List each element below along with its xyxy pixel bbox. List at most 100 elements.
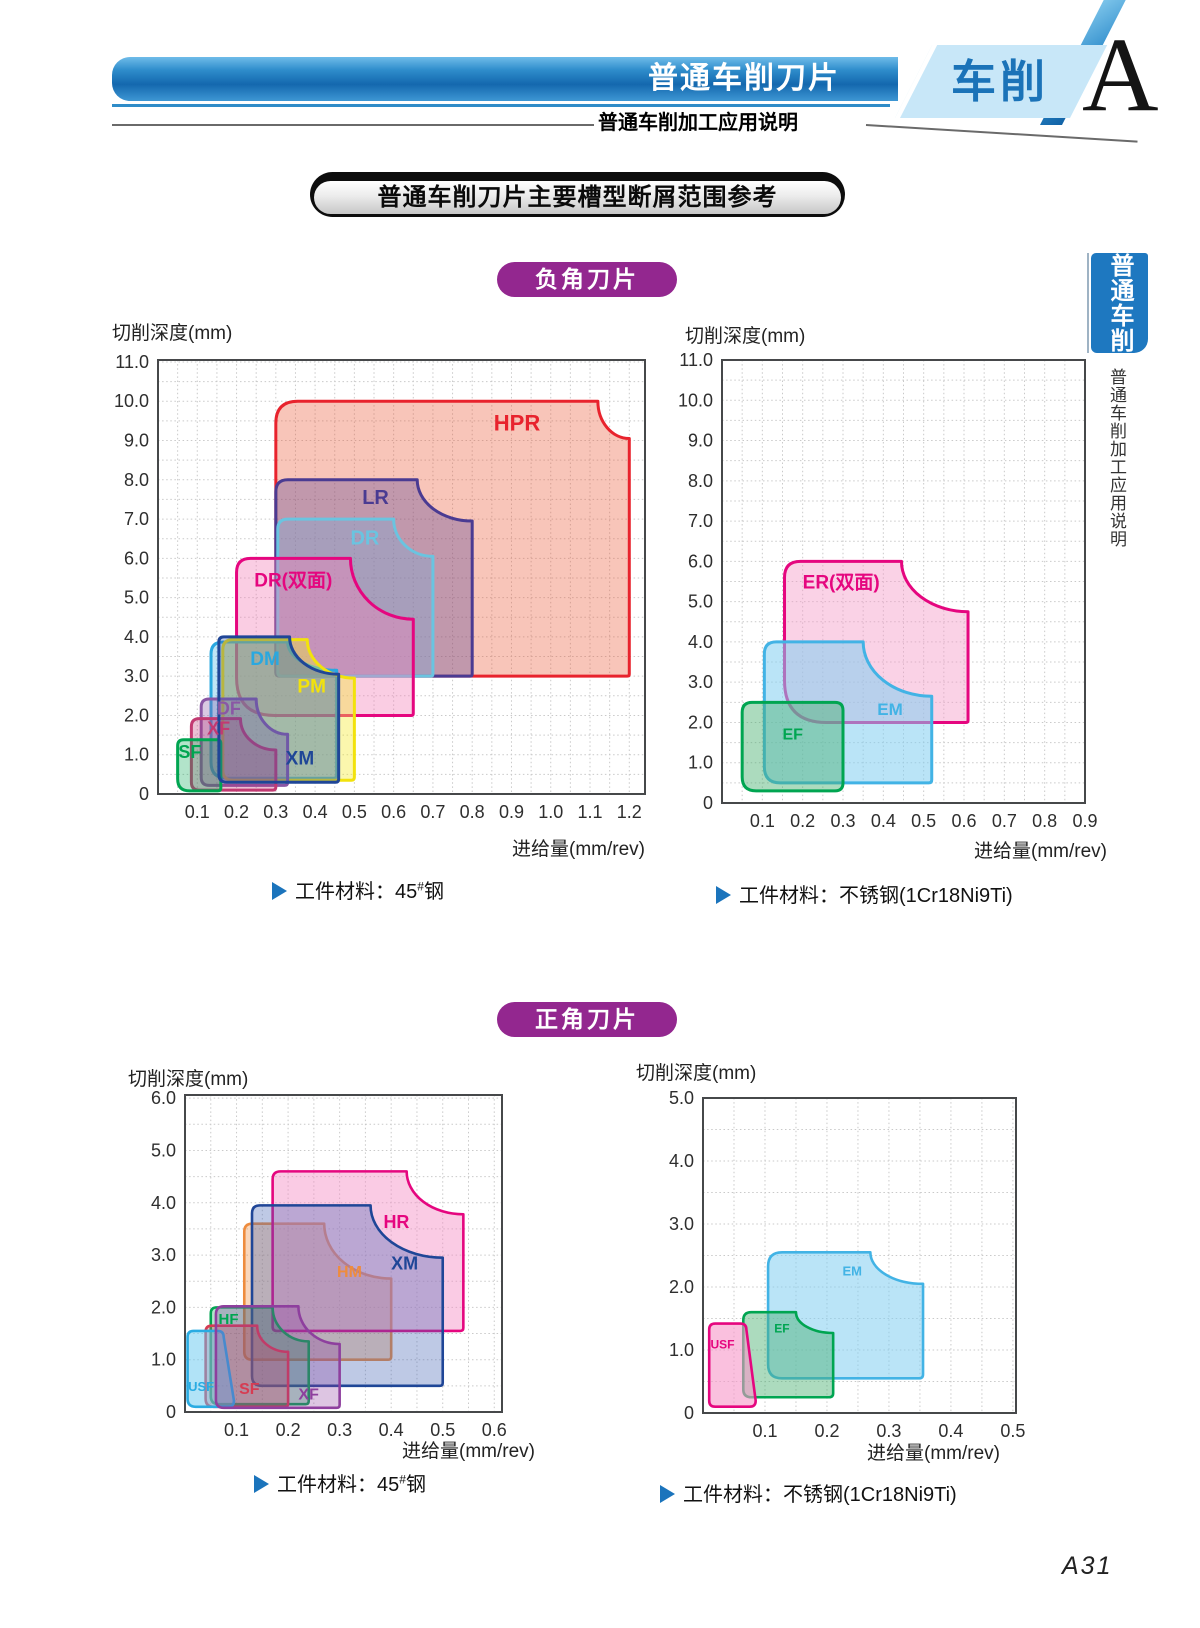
svg-text:7.0: 7.0 (688, 511, 713, 531)
caption-text: 工件材料：45 (295, 881, 418, 903)
caption-text: 工件材料：不锈钢(1Cr18Ni9Ti) (739, 885, 1013, 907)
svg-text:3.0: 3.0 (669, 1214, 694, 1234)
svg-text:0.5: 0.5 (911, 811, 936, 831)
caption-triangle-icon (716, 886, 731, 904)
banner-underline (112, 104, 890, 107)
sidebar-rule (1087, 253, 1089, 353)
svg-text:0.8: 0.8 (460, 802, 485, 822)
origin-tick-label: 0 (139, 784, 149, 804)
xlabel-pos-stainless: 进给量(mm/rev) (867, 1443, 1000, 1464)
svg-text:0.2: 0.2 (790, 811, 815, 831)
sidebar-description: 普通车削加工应用说明 (1107, 368, 1126, 548)
svg-text:7.0: 7.0 (124, 509, 149, 529)
svg-text:11.0: 11.0 (115, 352, 149, 372)
svg-text:11.0: 11.0 (679, 350, 713, 370)
region-xm (217, 635, 341, 784)
plot-border (702, 1097, 1017, 1414)
region-label-pm: PM (297, 677, 326, 698)
region-usf (186, 1329, 236, 1409)
caption-triangle-icon (272, 882, 287, 900)
y-tick-labels: 1.0 2.0 3.0 4.0 5.0 (669, 1088, 694, 1360)
caption-text-suffix: 钢 (423, 881, 444, 903)
xlabel-pos-45steel: 进给量(mm/rev) (402, 1441, 535, 1462)
svg-text:0.4: 0.4 (871, 811, 896, 831)
gridlines (158, 360, 645, 794)
y-tick-labels: 1.0 2.0 3.0 4.0 5.0 6.0 7.0 8.0 9.0 10.0 11.0 (114, 352, 149, 765)
svg-text:5.0: 5.0 (151, 1140, 176, 1160)
region-label-df: DF (217, 699, 241, 719)
region-label-dm: DM (250, 649, 280, 670)
chart-pos-stainless: EM EF USF 0.1 0.2 0.3 0.4 0.5 1.0 2.0 3.0 4.0 5.0 0 (669, 1088, 1025, 1441)
svg-text:5.0: 5.0 (688, 592, 713, 612)
svg-text:0.6: 0.6 (951, 811, 976, 831)
caption-text: 工件材料：不锈钢(1Cr18Ni9Ti) (683, 1484, 957, 1506)
section-ribbon: 普通车削刀片主要槽型断屑范围参考 (310, 172, 845, 217)
svg-text:3.0: 3.0 (151, 1245, 176, 1265)
sidebar-tab-general-turning[interactable]: 普通车削 (1091, 253, 1148, 353)
page-number: A31 (1062, 1552, 1113, 1580)
region-hr (271, 1170, 465, 1333)
region-label-usf: USF (188, 1379, 214, 1394)
ylabel-pos-stainless: 切削深度(mm) (636, 1063, 757, 1084)
region-label-em: EM (842, 1264, 862, 1279)
ylabel-neg-stainless: 切削深度(mm) (685, 326, 806, 347)
header-subtitle: 普通车削加工应用说明 (598, 112, 798, 134)
svg-text:4.0: 4.0 (669, 1151, 694, 1171)
svg-text:1.0: 1.0 (538, 802, 563, 822)
ylabel-pos-45steel: 切削深度(mm) (128, 1069, 249, 1090)
svg-text:0.3: 0.3 (830, 811, 855, 831)
caption-workpiece-pos-45steel: 工件材料：45#钢 (254, 1468, 426, 1497)
x-tick-labels: 0.1 0.2 0.3 0.4 0.5 (752, 1421, 1025, 1441)
svg-text:2.0: 2.0 (688, 712, 713, 732)
region-label-em: EM (877, 700, 903, 719)
region-label-xm: XM (286, 749, 315, 770)
svg-text:3.0: 3.0 (688, 672, 713, 692)
region-label-dr-double: DR(双面) (254, 571, 332, 592)
svg-text:0.5: 0.5 (342, 802, 367, 822)
svg-text:3.0: 3.0 (124, 666, 149, 686)
svg-text:0.2: 0.2 (814, 1421, 839, 1441)
origin-tick-label: 0 (684, 1403, 694, 1423)
y-tick-labels: 1.0 2.0 3.0 4.0 5.0 6.0 7.0 8.0 9.0 10.0 11.0 (678, 350, 713, 773)
svg-text:8.0: 8.0 (688, 471, 713, 491)
svg-text:10.0: 10.0 (114, 391, 149, 411)
svg-text:0.6: 0.6 (381, 802, 406, 822)
svg-text:4.0: 4.0 (151, 1193, 176, 1213)
svg-text:5.0: 5.0 (669, 1088, 694, 1108)
chart-pos-45steel: HM HR XM HF SF USF XF 0.1 0.2 0.3 0.4 0.5 0.6 1.0 2.0 3… (151, 1088, 507, 1440)
region-label-er-double: ER(双面) (803, 573, 880, 594)
region-label-hpr: HPR (494, 411, 541, 436)
caption-sup: # (399, 1472, 406, 1487)
header-rule-left (112, 124, 594, 126)
caption-triangle-icon (660, 1485, 675, 1503)
svg-text:6.0: 6.0 (124, 548, 149, 568)
region-label-usf: USF (710, 1338, 734, 1352)
caption-workpiece-neg-45steel: 工件材料：45#钢 (272, 875, 444, 904)
svg-text:1.0: 1.0 (124, 745, 149, 765)
region-label-sf: SF (178, 742, 201, 762)
svg-text:2.0: 2.0 (124, 705, 149, 725)
region-label-hr: HR (383, 1212, 409, 1232)
region-em (766, 1251, 925, 1380)
plot-border (721, 359, 1086, 804)
svg-text:0.9: 0.9 (499, 802, 524, 822)
x-tick-labels: 0.1 0.2 0.3 0.4 0.5 0.6 0.7 0.8 0.9 1.0 1.1 1.2 (185, 802, 642, 822)
region-ef (740, 700, 845, 793)
badge-negative-inserts: 负角刀片 (497, 262, 677, 297)
sidebar-tab-label: 普通车削 (1106, 253, 1133, 353)
svg-text:0.1: 0.1 (224, 1420, 249, 1440)
svg-text:0.1: 0.1 (185, 802, 210, 822)
plot-border (157, 359, 646, 795)
svg-text:0.4: 0.4 (938, 1421, 963, 1441)
svg-text:0.3: 0.3 (263, 802, 288, 822)
svg-text:0.7: 0.7 (420, 802, 445, 822)
badge-positive-inserts: 正角刀片 (497, 1002, 677, 1037)
region-label-xf: XF (207, 718, 230, 738)
svg-text:4.0: 4.0 (688, 632, 713, 652)
region-label-xm: XM (391, 1254, 418, 1274)
svg-text:2.0: 2.0 (151, 1297, 176, 1317)
region-df (199, 697, 290, 787)
svg-text:0.9: 0.9 (1072, 811, 1097, 831)
x-tick-labels: 0.1 0.2 0.3 0.4 0.5 0.6 (224, 1420, 507, 1440)
